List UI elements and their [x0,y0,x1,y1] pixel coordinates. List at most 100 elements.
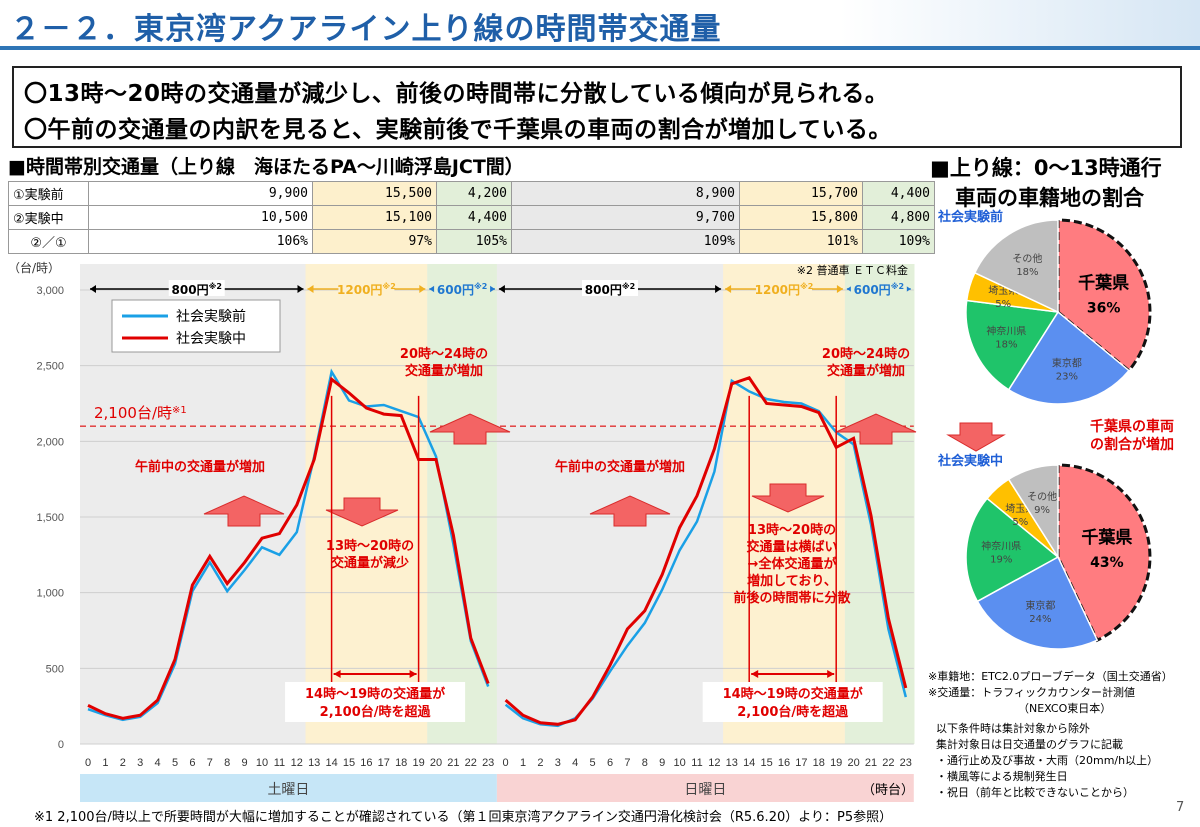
increase-down-arrow [946,422,1006,452]
table-cell: 15,800 [739,205,863,230]
x-tick-label: 2 [120,757,126,769]
x-tick-label: 0 [503,757,509,769]
x-tick-label: 21 [865,757,877,769]
annotation-exceed: 14時～19時の交通量が [723,686,863,702]
x-tick-label: 3 [555,757,561,769]
toll-label: 1200円※2 [755,281,814,297]
annotation-sun-flat: 13時～20時の [748,522,836,538]
pie-label: 社会実験前 [937,209,1003,225]
x-tick-label: 16 [360,757,372,769]
time-band [427,264,497,744]
pie-slice-label: その他 [1027,490,1057,503]
annotation-sun-flat: 前後の時間帯に分散 [733,590,851,606]
pie-slice-value: 24% [1029,614,1051,625]
x-tick-label: 14 [325,757,337,769]
toll-arrow-head [307,285,314,293]
day-label: 日曜日 [684,782,726,798]
pie-slice-value: 18% [1016,267,1038,278]
x-tick-label: 21 [447,757,459,769]
table-cell: 10,500 [88,205,313,230]
table-cell: 15,100 [312,205,437,230]
toll-label-bg [434,280,491,296]
toll-label-bg [168,280,225,296]
y-tick-label: 2,500 [36,361,64,373]
table-row: ②／① 106% 97% 105% 109% 101% 109% [8,229,935,254]
toll-label-bg [338,280,395,296]
pie-slice-value: 36% [1087,300,1121,316]
pie-slice [976,555,1099,650]
legend-label: 社会実験中 [176,331,246,347]
section-title-registration-1: ■上り線：0～13時通行 [930,156,1162,180]
table-cell: 8,900 [511,181,740,206]
table-cell: 106% [88,229,313,254]
x-tick-label: 8 [642,757,648,769]
note-line: （NEXCO東日本） [1018,702,1112,715]
table-cell: 4,800 [862,205,935,230]
table-cell: 105% [436,229,512,254]
footnote: ※1 2,100台/時以上で所要時間が大幅に増加することが確認されている（第１回… [34,810,893,825]
y-axis-label: （台/時） [8,260,60,275]
decrease-arrow [751,483,825,513]
day-band-sunday [496,774,914,802]
pie-slice-label: 東京都 [1025,599,1055,612]
pie-slice-value: 5% [1012,517,1028,528]
threshold-label: 2,100台/時※1 [94,404,187,422]
table-cell: 4,200 [436,181,512,206]
table-cell: 15,700 [739,181,863,206]
x-tick-label: 18 [395,757,407,769]
pie-slice [965,497,1060,603]
note-line: ・横風等による規制発生日 [936,770,1068,783]
x-tick-label: 6 [189,757,195,769]
x-tick-label: 20 [847,757,859,769]
section-title-hourly: ■時間帯別交通量（上り線 海ほたるPA～川崎浮島JCT間） [8,156,524,178]
exceed-arrow-head [751,670,759,678]
annotation-sun-flat: 増加しており、 [747,573,837,589]
note-line: 集計対象日は日交通量のグラフに記載 [936,738,1123,751]
pie-label: 社会実験中 [937,453,1003,469]
x-tick-label: 23 [900,757,912,769]
table-cell: 9,900 [88,181,313,206]
annotation-sat-decrease: 交通量が減少 [331,555,409,571]
registration-pies: 社会実験前千葉県36%東京都23%神奈川県18%埼玉県5%その他18%社会実験中… [937,209,1174,650]
y-tick-label: 3,000 [36,285,64,297]
row-label: ②実験中 [8,205,89,230]
day-band-saturday [80,774,497,802]
increase-arrow [835,413,917,445]
x-tick-label: 11 [274,757,285,769]
table-cell: 4,400 [862,181,935,206]
pie-slice-label: 千葉県 [1078,272,1129,293]
x-tick-label: 11 [691,757,702,769]
series-line-before [87,368,490,722]
x-tick-label: 19 [412,757,424,769]
summary-line-1: 〇13時～20時の交通量が減少し、前後の時間帯に分散している傾向が見られる。 [24,81,889,107]
annotation-exceed: 2,100台/時を超過 [737,704,849,720]
note-line: 以下条件時は集計対象から除外 [936,722,1090,735]
toll-arrow-head [836,285,843,293]
annotation-sun-flat: 交通量は横ばい [746,539,837,555]
note-line: ※車籍地：ETC2.0プローブデータ（国土交通省） [928,670,1173,683]
pie-slice-value: 19% [990,555,1012,566]
x-tick-label: 9 [242,757,248,769]
x-tick-label: 22 [882,757,894,769]
toll-arrow-head [419,285,426,293]
increase-arrow [589,495,671,527]
series-line-during [504,376,908,726]
row-label: ②／① [8,229,89,254]
exceed-label-bg [285,682,466,722]
annotation-exceed: 14時～19時の交通量が [305,686,445,702]
y-tick-label: 1,500 [36,512,64,524]
x-tick-label: 17 [795,757,807,769]
x-tick-label: 7 [207,757,213,769]
x-tick-label: 4 [572,757,578,769]
x-axis-label: （時台） [862,783,914,798]
time-band [844,264,915,744]
x-tick-label: 16 [778,757,790,769]
increase-arrow [203,495,285,527]
notes-block: ※車籍地：ETC2.0プローブデータ（国土交通省） ※交通量：トラフィックカウン… [928,668,1173,800]
page-number: 7 [1176,800,1185,815]
section-title-registration-2: 車両の車籍地の割合 [955,186,1144,210]
toll-arrow-head [429,285,436,293]
row-label: ①実験前 [8,181,89,206]
y-tick-label: 0 [58,739,64,751]
note-line: ・祝日（前年と比較できないことから） [936,786,1134,799]
